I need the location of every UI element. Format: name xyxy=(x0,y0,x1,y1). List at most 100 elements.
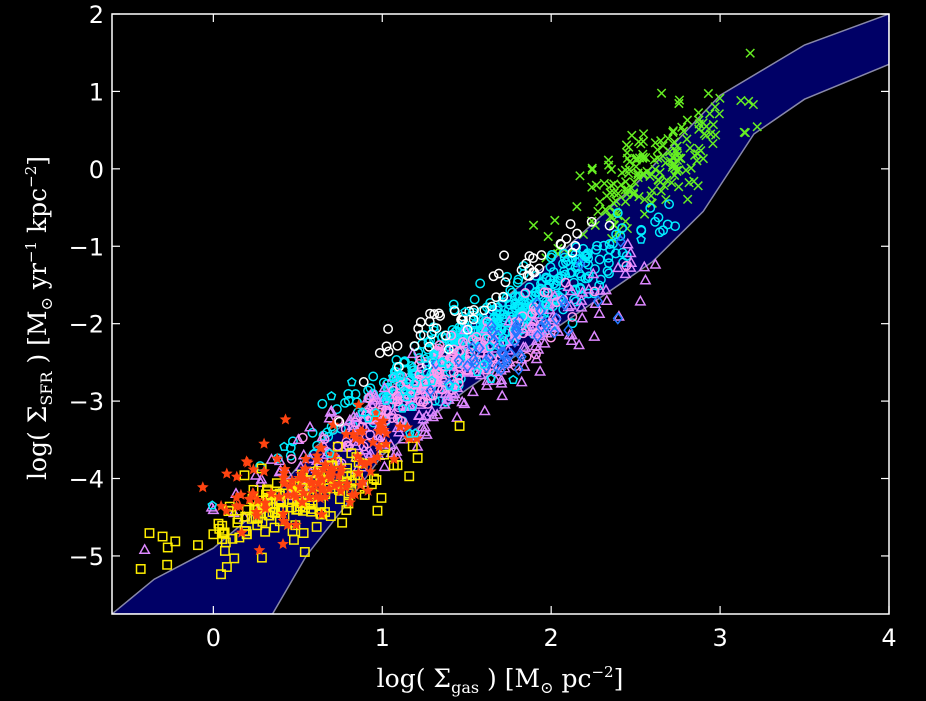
data-point xyxy=(548,267,559,277)
data-point xyxy=(344,496,357,508)
data-point xyxy=(217,528,228,539)
data-point xyxy=(620,177,631,187)
data-point xyxy=(435,310,446,321)
data-point xyxy=(621,260,632,271)
data-point xyxy=(373,418,386,430)
data-point xyxy=(347,428,359,440)
data-point xyxy=(528,220,539,230)
data-point xyxy=(354,478,367,491)
data-point xyxy=(498,332,508,342)
data-point xyxy=(306,483,319,495)
data-point xyxy=(486,301,497,312)
data-point xyxy=(247,487,260,499)
data-point xyxy=(656,186,666,196)
data-point xyxy=(559,298,571,312)
data-point xyxy=(634,191,644,202)
data-point xyxy=(571,257,582,268)
data-point xyxy=(453,358,464,369)
data-point xyxy=(208,529,219,540)
data-point xyxy=(615,231,626,241)
data-point xyxy=(424,341,435,352)
data-point xyxy=(372,505,383,516)
data-point xyxy=(437,357,447,368)
data-point xyxy=(286,474,299,486)
data-point xyxy=(496,345,507,359)
data-point xyxy=(495,373,508,385)
data-point xyxy=(603,155,614,165)
data-point xyxy=(469,356,481,370)
data-point xyxy=(414,398,427,409)
data-point xyxy=(696,145,706,156)
data-point xyxy=(576,271,587,282)
data-point xyxy=(493,268,504,279)
data-point xyxy=(196,481,209,493)
data-point xyxy=(462,359,473,373)
data-point xyxy=(495,376,508,388)
data-point xyxy=(565,334,578,346)
data-point xyxy=(341,477,353,489)
data-point xyxy=(404,374,415,384)
data-point xyxy=(681,165,691,175)
data-point xyxy=(144,528,155,539)
data-point xyxy=(541,299,551,310)
data-point xyxy=(674,95,685,105)
data-point xyxy=(407,441,418,452)
data-point xyxy=(367,436,379,448)
data-point xyxy=(472,366,483,377)
data-point xyxy=(629,177,640,188)
data-point xyxy=(589,286,600,297)
y-tick-label: 1 xyxy=(89,78,104,106)
data-point xyxy=(413,409,426,421)
data-point xyxy=(438,397,451,409)
data-point xyxy=(668,126,679,136)
data-point xyxy=(401,421,414,433)
data-point xyxy=(316,473,328,485)
data-point xyxy=(350,389,361,400)
data-point xyxy=(593,206,603,217)
data-point xyxy=(391,355,402,365)
data-point xyxy=(593,307,606,318)
data-point xyxy=(352,398,365,410)
data-point xyxy=(542,287,553,298)
data-point xyxy=(479,359,489,369)
data-point xyxy=(619,267,632,279)
data-point xyxy=(660,158,671,168)
data-point xyxy=(562,300,575,312)
data-point xyxy=(409,341,420,351)
data-point xyxy=(381,341,392,352)
data-point xyxy=(138,543,151,555)
data-point xyxy=(312,468,325,480)
data-point xyxy=(383,323,394,334)
data-point xyxy=(602,266,613,277)
data-point xyxy=(286,502,297,513)
data-point xyxy=(374,348,385,358)
data-point xyxy=(604,220,615,231)
data-point xyxy=(668,127,678,138)
data-point xyxy=(424,316,435,327)
data-point xyxy=(595,274,606,285)
data-point xyxy=(392,396,403,407)
data-point xyxy=(192,540,203,551)
data-point xyxy=(325,511,336,521)
data-point xyxy=(392,460,403,471)
data-point xyxy=(364,392,375,403)
data-point xyxy=(505,285,516,296)
data-point xyxy=(481,360,492,374)
data-point xyxy=(306,476,319,488)
y-tick-label: −5 xyxy=(69,543,104,571)
x-tick-label: 1 xyxy=(375,624,390,652)
data-point xyxy=(703,88,714,99)
data-point xyxy=(633,168,643,178)
data-point xyxy=(647,186,657,196)
data-point xyxy=(503,304,514,315)
data-point xyxy=(287,436,298,447)
data-point xyxy=(502,271,512,282)
data-point xyxy=(587,165,597,175)
data-point xyxy=(710,102,720,112)
data-point xyxy=(587,267,600,279)
data-point xyxy=(350,417,361,428)
data-point xyxy=(277,507,290,519)
data-point xyxy=(510,323,522,336)
data-point xyxy=(378,460,391,472)
data-point xyxy=(279,441,289,451)
